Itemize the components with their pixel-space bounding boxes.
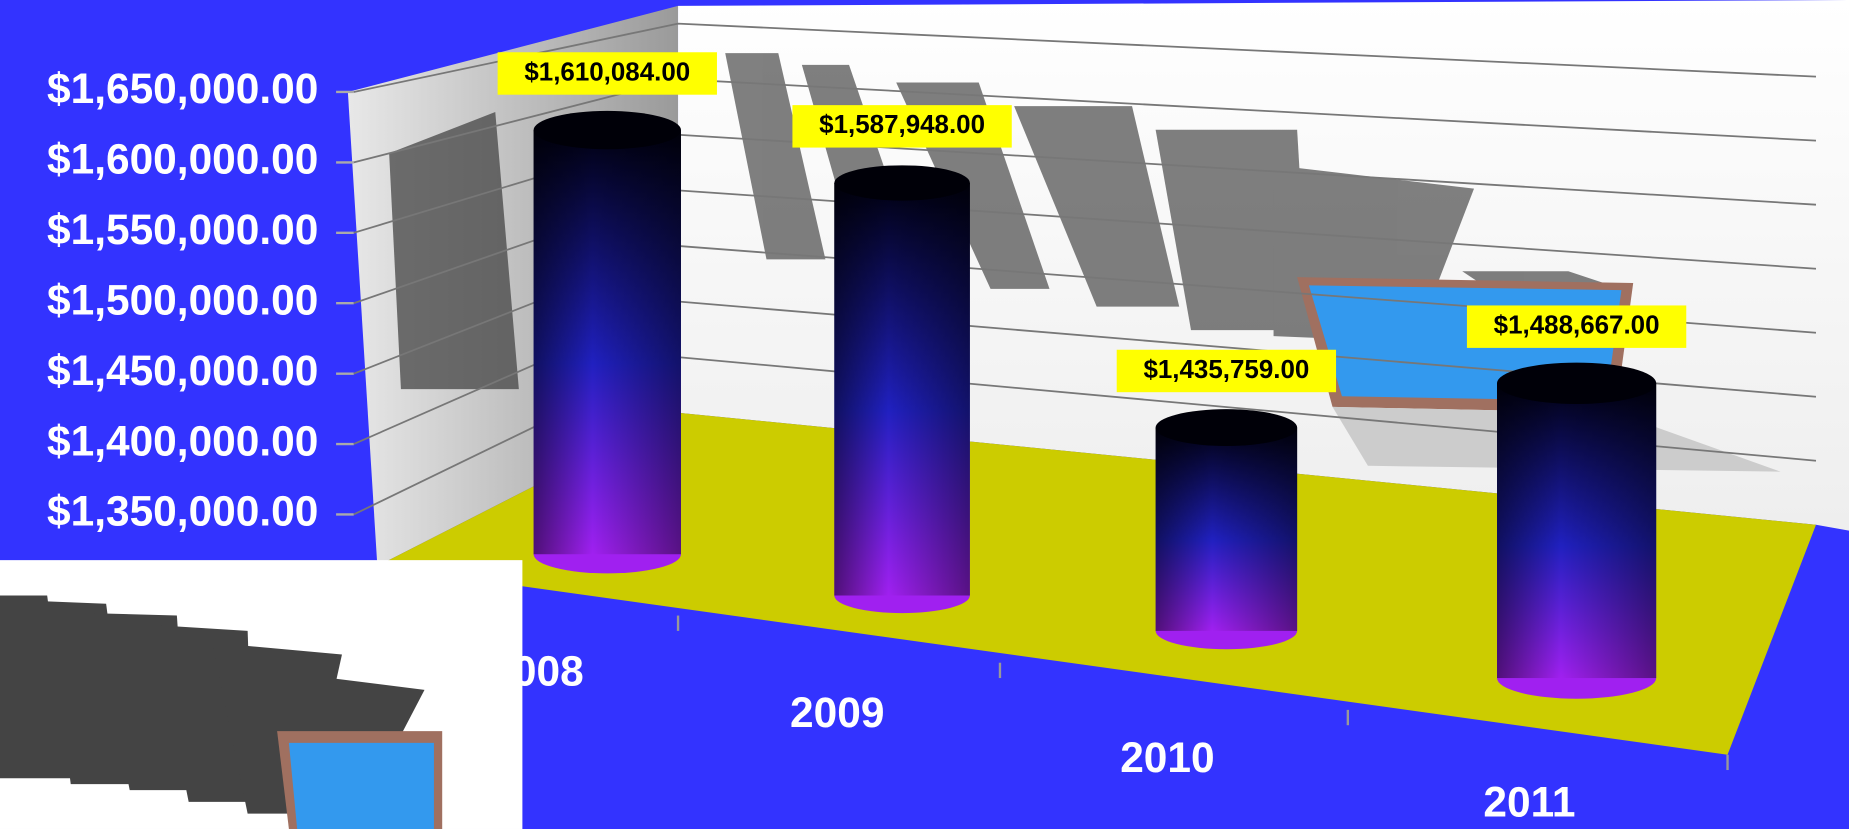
value-label-box [1116,349,1337,393]
y-tick-label: $1,550,000.00 [47,206,318,253]
x-tick-label: 2011 [1483,779,1575,826]
cylinder-top [1497,362,1657,404]
value-label: $1,488,667.00 [1494,312,1660,340]
cylinder-shade [1155,427,1298,631]
inset-screen [288,742,434,829]
value-label-box [497,52,717,95]
y-tick-label: $1,500,000.00 [47,276,318,323]
y-tick-label: $1,450,000.00 [47,347,318,394]
y-tick-label: $1,650,000.00 [47,65,318,112]
cylinder-shade [834,182,970,596]
y-tick-label: $1,600,000.00 [47,136,318,183]
value-label: $1,435,759.00 [1143,356,1309,384]
cylinder-top [533,110,681,150]
cylinder [834,165,970,614]
cylinder-top [1155,409,1298,446]
y-tick-label: $1,400,000.00 [47,417,318,464]
cylinder [533,110,681,574]
inset-picture [0,560,523,829]
category-ticks [676,615,1729,771]
value-label: $1,610,084.00 [524,58,690,86]
floor [377,412,1816,755]
cylinder-shade [533,130,681,555]
value-label: $1,587,948.00 [819,111,985,139]
cylinder-top [834,165,970,201]
value-label-box [792,105,1012,148]
x-tick-label: 2010 [1120,734,1214,781]
cylinder [1497,362,1657,699]
cylinder-shade [1497,383,1657,679]
cylinder [1155,409,1298,650]
x-tick-label: 2009 [790,689,884,736]
grid-line [353,22,1817,93]
y-tick-label: $1,350,000.00 [47,488,318,535]
value-label-box [1466,305,1687,348]
